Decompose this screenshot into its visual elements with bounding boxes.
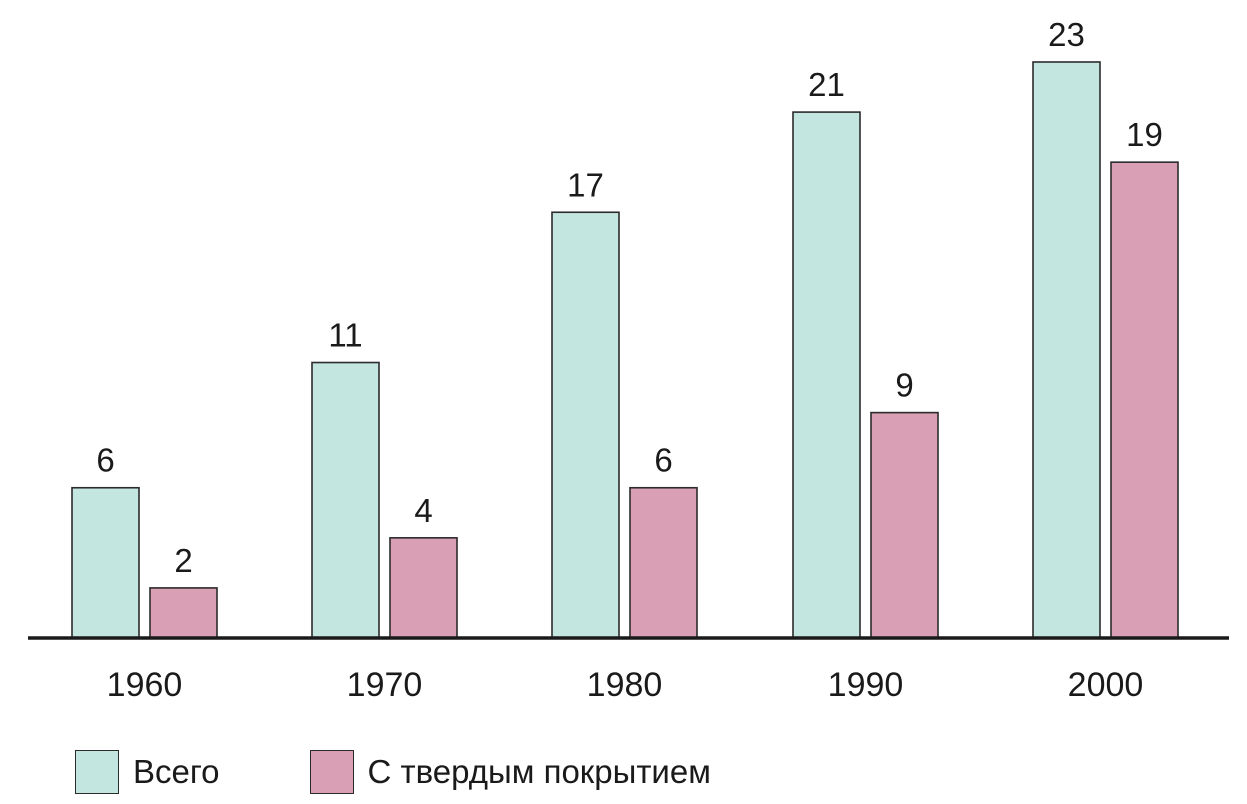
x-tick-label-1960: 1960	[107, 666, 183, 704]
x-tick-label-1990: 1990	[828, 666, 904, 704]
x-axis-ticks: 1960 1970 1980 1990 2000	[107, 666, 1144, 704]
bar-total-1990	[792, 111, 861, 639]
legend-swatch-total	[75, 750, 119, 794]
data-label-total-2000: 23	[1048, 16, 1085, 53]
data-label-paved-1970: 4	[414, 492, 432, 529]
data-label-paved-1990: 9	[895, 367, 913, 404]
bar-total-2000	[1032, 61, 1101, 639]
legend-item-total: Всего	[75, 750, 220, 794]
data-label-total-1980: 17	[567, 166, 604, 203]
bar-total-1970	[311, 361, 380, 639]
x-tick-label-2000: 2000	[1068, 666, 1144, 704]
bar-total-1980	[551, 211, 620, 639]
bar-paved-1990	[870, 411, 939, 639]
bar-paved-1970	[389, 537, 458, 639]
legend-swatch-paved	[309, 750, 354, 794]
bar-total-1960	[71, 486, 140, 639]
bars-layer	[71, 61, 1179, 639]
value-labels-layer: 6 2 11 4 17 6 21 9 23 19	[96, 16, 1163, 579]
bar-paved-2000	[1110, 161, 1179, 639]
data-label-paved-2000: 19	[1126, 116, 1163, 153]
legend-label-total: Всего	[133, 753, 220, 790]
data-label-paved-1960: 2	[174, 542, 192, 579]
legend-item-paved: С твердым покрытием	[309, 750, 711, 794]
bar-paved-1980	[629, 486, 698, 639]
x-tick-label-1970: 1970	[347, 666, 423, 704]
bar-paved-1960	[149, 587, 218, 639]
data-label-total-1990: 21	[808, 66, 845, 103]
legend-label-paved: С твердым покрытием	[367, 753, 711, 790]
data-label-total-1970: 11	[328, 317, 362, 354]
x-tick-label-1980: 1980	[587, 666, 663, 704]
data-label-total-1960: 6	[96, 442, 114, 479]
data-label-paved-1980: 6	[654, 442, 672, 479]
legend: Всего С твердым покрытием	[75, 742, 801, 802]
